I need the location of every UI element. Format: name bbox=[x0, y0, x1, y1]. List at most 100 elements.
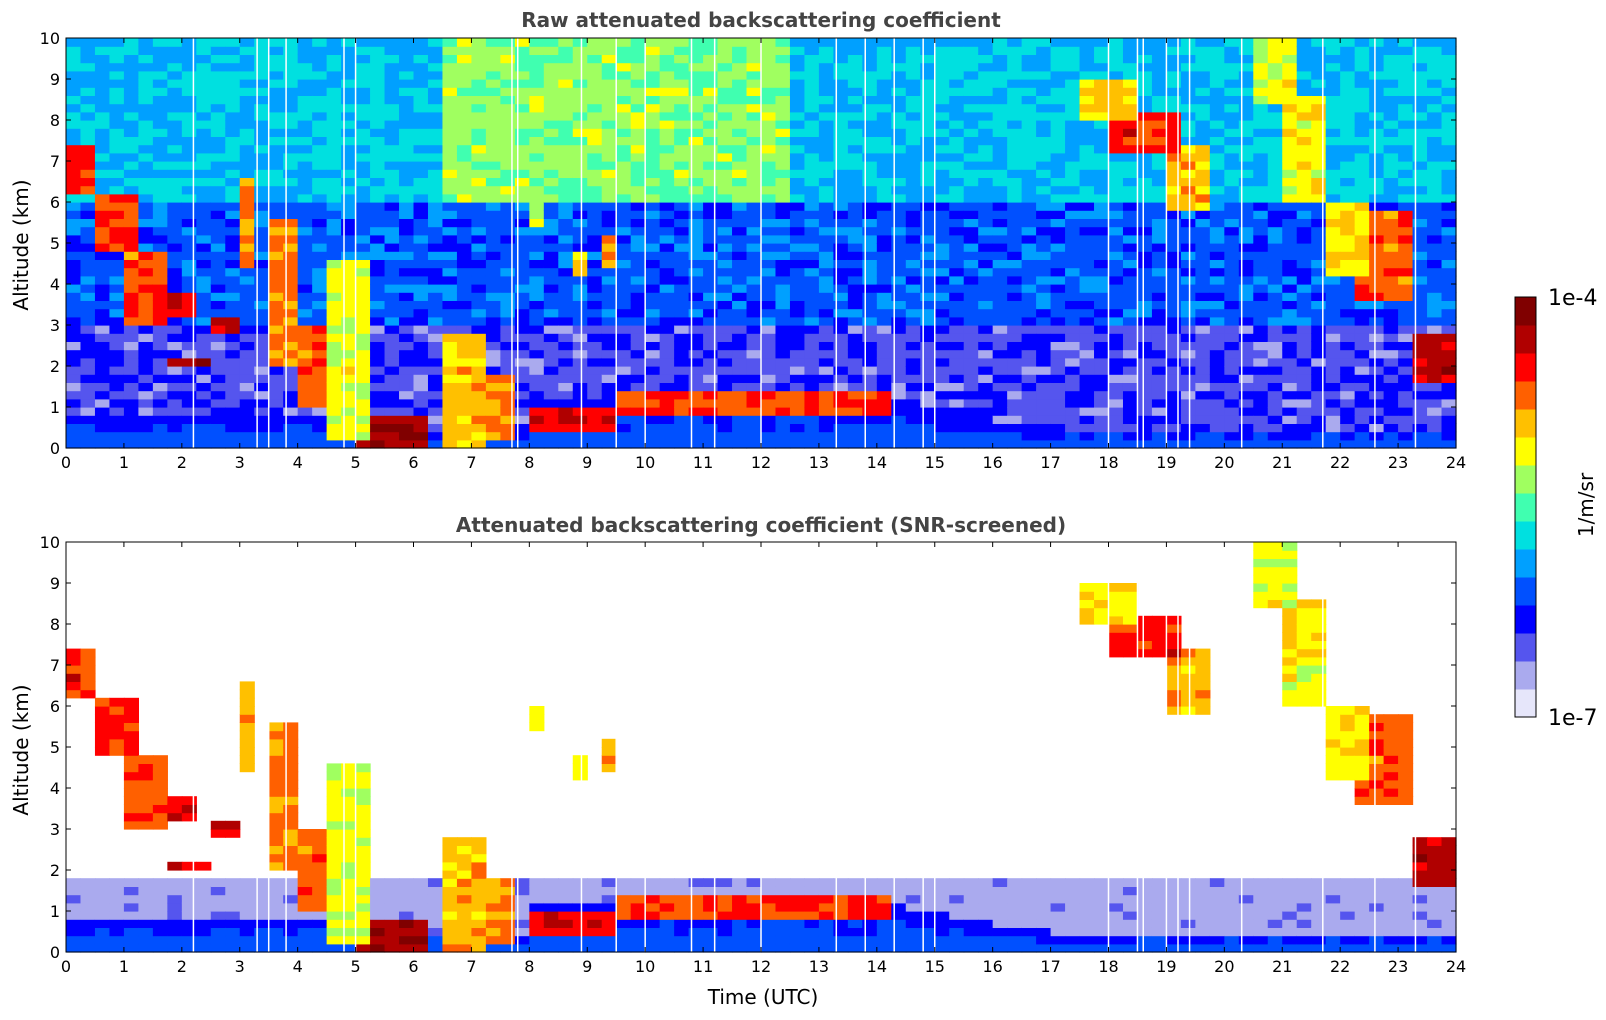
heatmap-cell bbox=[399, 382, 415, 392]
heatmap-cell bbox=[630, 251, 646, 260]
heatmap-cell bbox=[558, 308, 574, 318]
heatmap-cell bbox=[384, 398, 400, 408]
heatmap-cell bbox=[210, 46, 226, 55]
heatmap-cell bbox=[485, 316, 501, 326]
heatmap-cell bbox=[847, 185, 863, 195]
heatmap-cell bbox=[312, 374, 328, 383]
heatmap-cell bbox=[514, 439, 530, 449]
heatmap-cell bbox=[616, 390, 632, 400]
heatmap-cell bbox=[1007, 308, 1023, 318]
heatmap-cell bbox=[876, 292, 892, 301]
heatmap-cell bbox=[674, 267, 690, 277]
heatmap-cell bbox=[876, 431, 892, 441]
heatmap-cell bbox=[645, 202, 661, 211]
heatmap-cell bbox=[1209, 54, 1225, 64]
heatmap-cell bbox=[587, 366, 603, 375]
heatmap-cell bbox=[297, 87, 313, 96]
heatmap-cell bbox=[181, 439, 197, 449]
heatmap-cell bbox=[949, 202, 965, 211]
heatmap-cell bbox=[181, 120, 197, 129]
heatmap-cell bbox=[370, 128, 386, 137]
heatmap-cell bbox=[167, 79, 183, 88]
heatmap-cell bbox=[1007, 341, 1023, 351]
heatmap-cell bbox=[616, 316, 632, 326]
heatmap-cell bbox=[876, 341, 892, 351]
heatmap-cell bbox=[1079, 169, 1095, 178]
heatmap-cell bbox=[978, 349, 994, 359]
heatmap-cell bbox=[789, 243, 806, 252]
heatmap-cell bbox=[1412, 275, 1428, 285]
heatmap-cell bbox=[1166, 366, 1182, 375]
heatmap-cell bbox=[1398, 357, 1414, 367]
heatmap-cell bbox=[978, 423, 994, 433]
heatmap-cell bbox=[616, 111, 632, 121]
heatmap-cell bbox=[514, 120, 530, 129]
heatmap-cell bbox=[703, 259, 719, 269]
heatmap-cell bbox=[558, 79, 574, 88]
heatmap-cell bbox=[384, 243, 400, 252]
heatmap-cell bbox=[471, 316, 487, 326]
heatmap-cell bbox=[732, 325, 748, 334]
heatmap-cell bbox=[239, 185, 255, 195]
heatmap-cell bbox=[94, 316, 111, 326]
heatmap-cell bbox=[1354, 177, 1370, 187]
heatmap-cell bbox=[761, 46, 777, 55]
heatmap-cell bbox=[80, 234, 96, 244]
heatmap-cell bbox=[355, 95, 371, 105]
heatmap-cell bbox=[1354, 202, 1370, 211]
x-tick-label: 15 bbox=[925, 453, 945, 472]
heatmap-cell bbox=[1311, 251, 1327, 260]
heatmap-cell bbox=[1325, 210, 1341, 219]
heatmap-cell bbox=[500, 120, 516, 129]
heatmap-cell bbox=[1094, 415, 1110, 424]
heatmap-cell bbox=[1383, 316, 1399, 326]
heatmap-cell bbox=[775, 38, 791, 47]
heatmap-cell bbox=[1036, 333, 1052, 342]
heatmap-cell bbox=[80, 943, 96, 953]
heatmap-cell bbox=[1224, 218, 1240, 228]
heatmap-cell bbox=[254, 292, 270, 301]
heatmap-cell bbox=[239, 128, 255, 137]
x-tick-label: 4 bbox=[293, 453, 303, 472]
heatmap-cell bbox=[1036, 341, 1052, 351]
heatmap-cell bbox=[761, 439, 777, 449]
heatmap-cell bbox=[920, 185, 936, 195]
heatmap-cell bbox=[355, 38, 371, 47]
heatmap-cell bbox=[1238, 275, 1254, 285]
heatmap-cell bbox=[283, 374, 299, 383]
heatmap-cell bbox=[399, 357, 415, 367]
heatmap-cell bbox=[847, 234, 863, 244]
heatmap-cell bbox=[1398, 431, 1414, 441]
heatmap-cell bbox=[1050, 267, 1066, 277]
heatmap-cell bbox=[514, 79, 530, 88]
heatmap-cell bbox=[1311, 398, 1327, 408]
heatmap-cell bbox=[1180, 333, 1196, 342]
heatmap-cell bbox=[1108, 415, 1124, 424]
heatmap-cell bbox=[225, 390, 241, 400]
heatmap-cell bbox=[876, 185, 892, 195]
heatmap-cell bbox=[949, 62, 965, 72]
heatmap-cell bbox=[312, 234, 328, 244]
heatmap-cell bbox=[1383, 349, 1399, 359]
heatmap-cell bbox=[1180, 431, 1196, 441]
heatmap-cell bbox=[543, 366, 559, 375]
heatmap-cell bbox=[1180, 38, 1196, 47]
heatmap-cell bbox=[109, 193, 125, 203]
heatmap-cell bbox=[500, 415, 516, 424]
heatmap-cell bbox=[1137, 333, 1153, 342]
heatmap-cell bbox=[268, 87, 284, 96]
heatmap-cell bbox=[905, 62, 921, 72]
heatmap-cell bbox=[630, 185, 646, 195]
heatmap-cell bbox=[1296, 210, 1312, 219]
heatmap-cell bbox=[572, 202, 588, 211]
heatmap-cell bbox=[514, 87, 530, 96]
heatmap-cell bbox=[442, 415, 458, 424]
heatmap-cell bbox=[1079, 87, 1095, 96]
heatmap-cell bbox=[616, 267, 632, 277]
heatmap-cell bbox=[920, 87, 936, 96]
heatmap-cell bbox=[1224, 275, 1240, 285]
heatmap-cell bbox=[471, 366, 487, 375]
heatmap-cell bbox=[1325, 234, 1341, 244]
heatmap-cell bbox=[833, 62, 849, 72]
heatmap-cell bbox=[891, 128, 907, 137]
